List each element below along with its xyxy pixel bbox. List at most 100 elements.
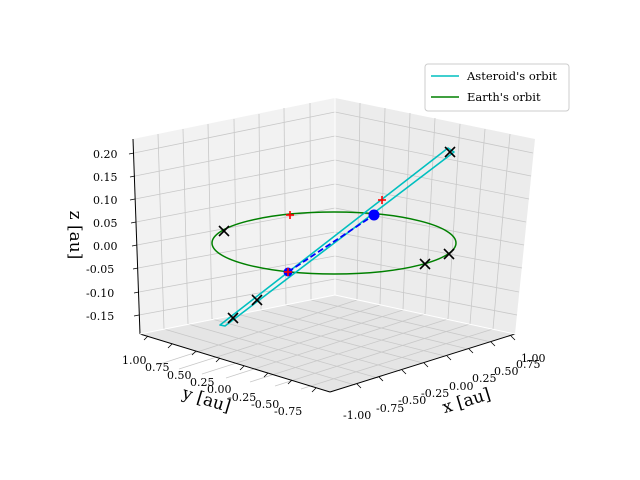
grid-line — [285, 304, 469, 350]
grid-line — [249, 318, 449, 383]
z-tick-mark — [133, 291, 140, 294]
y-tick-mark — [143, 335, 149, 341]
y-tick-label: 0.75 — [145, 361, 170, 374]
grid-line — [178, 304, 381, 370]
z-tick-mark — [129, 175, 136, 178]
grid-line — [258, 113, 262, 311]
x-tick-mark — [510, 335, 516, 341]
grid-line — [447, 123, 461, 320]
pane-backgrounds — [133, 98, 535, 392]
grid-line — [207, 123, 213, 320]
legend-label-earth: Earth's orbit — [467, 90, 541, 104]
grid-line — [236, 313, 424, 364]
x-marker — [227, 312, 239, 324]
grid-line — [334, 135, 532, 177]
z-axis-line — [132, 138, 141, 335]
x-tick-label: 1.00 — [521, 352, 546, 365]
z-tick-labels: 0.20 0.15 0.10 0.05 0.00 -0.05 -0.10 -0.… — [86, 148, 118, 323]
grid-line — [136, 207, 336, 246]
y-tick-mark — [311, 387, 317, 393]
x-tick-label: 0.50 — [494, 365, 519, 378]
segment-endpoint-marker — [368, 209, 380, 221]
pane-edge — [334, 294, 516, 335]
grid-line — [135, 183, 336, 223]
earth-orbit-line — [211, 211, 457, 275]
z-tick-mark — [132, 267, 139, 270]
z-tick-label: 0.00 — [93, 240, 118, 253]
y-tick-mark — [167, 343, 173, 349]
grid-line — [334, 111, 534, 154]
grid-line — [182, 128, 189, 325]
z-tick-label: -0.10 — [86, 287, 114, 300]
grid-line — [156, 299, 358, 366]
x-tick-label: -1.00 — [343, 409, 371, 422]
x-tick-label: -0.75 — [376, 402, 404, 415]
legend-label-asteroid: Asteroid's orbit — [466, 69, 557, 83]
x-markers — [218, 146, 456, 324]
x-tick-mark — [468, 348, 474, 354]
y-tick-mark — [287, 379, 293, 385]
grid-line — [334, 231, 523, 269]
z-axis-label: z [au] — [65, 211, 85, 260]
y-axis-line — [139, 333, 331, 393]
y-tick-label: -0.25 — [228, 391, 256, 404]
y-tick-mark — [263, 372, 269, 378]
grid-line — [334, 278, 518, 316]
grid-line — [492, 133, 511, 330]
grid-line — [138, 278, 336, 316]
asteroid-orbit-line — [219, 147, 455, 327]
z-tick-label: 0.10 — [93, 194, 118, 207]
z-tick-mark — [128, 152, 135, 155]
y-tick-label: -0.50 — [251, 398, 279, 411]
x-tick-mark — [490, 341, 496, 347]
grid-line — [309, 102, 312, 301]
intersection-segment — [287, 214, 375, 273]
y-tick-label: 0.50 — [167, 369, 192, 382]
x-marker — [419, 258, 431, 270]
x-marker — [251, 294, 263, 306]
x-tick-label: 0.75 — [516, 358, 541, 371]
x-tick-label: 0.25 — [472, 372, 497, 385]
x-tick-mark — [423, 362, 429, 368]
grid-line — [424, 117, 436, 315]
x-tick-mark — [401, 369, 407, 375]
z-tick-mark — [133, 314, 140, 317]
legend-box — [424, 63, 570, 112]
grid-line — [300, 328, 494, 390]
grid-line — [134, 159, 336, 200]
plus-marker — [284, 268, 292, 276]
grid-line — [334, 183, 527, 223]
grid-line — [469, 128, 486, 325]
z-tick-mark — [129, 198, 136, 201]
legend: Asteroid's orbit Earth's orbit — [424, 63, 570, 112]
plus-marker — [378, 196, 386, 204]
y-tick-label: -0.75 — [274, 405, 302, 418]
x-axis-line — [329, 333, 516, 393]
z-tick-label: -0.05 — [86, 263, 114, 276]
y-tick-label: 0.25 — [190, 376, 215, 389]
x-marker — [443, 248, 455, 260]
y-tick-mark — [239, 365, 245, 371]
grid-line — [260, 309, 446, 357]
grid-line — [402, 112, 411, 311]
grid-line — [163, 328, 356, 386]
tick-marks — [128, 152, 516, 393]
x-tick-mark — [356, 383, 362, 389]
axis-lines — [132, 138, 516, 393]
grid-line — [211, 318, 401, 372]
y-tick-labels: 1.00 0.75 0.50 0.25 0.00 -0.25 -0.50 -0.… — [122, 354, 302, 418]
x-tick-label: -0.50 — [398, 394, 426, 407]
grid-line — [334, 159, 530, 200]
grid-line — [233, 118, 238, 315]
z-tick-label: 0.20 — [93, 148, 118, 161]
grid-line — [133, 111, 336, 154]
z-tick-mark — [130, 221, 137, 224]
x-tick-label: -0.25 — [421, 387, 449, 400]
y-tick-label: 0.00 — [207, 383, 232, 396]
gridlines — [133, 102, 534, 390]
z-tick-label: 0.15 — [93, 171, 118, 184]
grid-line — [225, 313, 426, 379]
y-tick-mark — [191, 350, 197, 356]
grid-line — [134, 135, 336, 177]
